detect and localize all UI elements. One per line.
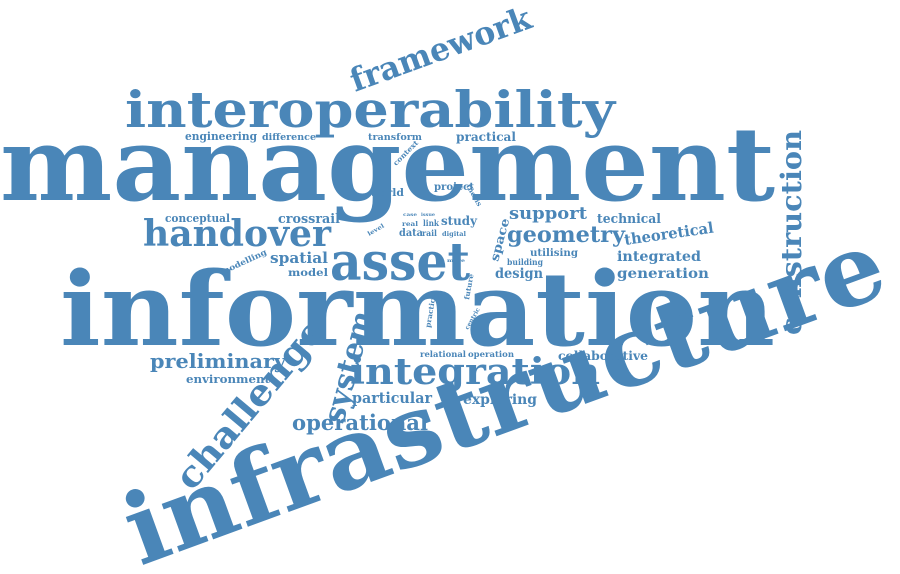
word-difference: difference: [262, 133, 316, 143]
word-relational: relational: [420, 349, 466, 359]
word-digital: digital: [442, 231, 467, 238]
word-utilising: utilising: [530, 248, 578, 259]
word-operational: operational: [292, 410, 428, 435]
word-integration: integration: [350, 351, 600, 393]
word-more: more: [447, 258, 465, 264]
word-design: design: [495, 266, 543, 282]
word-particular: particular: [352, 389, 433, 407]
word-construction: construction: [775, 130, 808, 335]
word-data: data: [399, 228, 424, 239]
word-engineering: engineering: [185, 130, 257, 143]
word-world: world: [369, 188, 404, 199]
word-asset: asset: [330, 232, 470, 293]
word-crossrail: crossrail: [278, 212, 340, 227]
word-geometry: geometry: [507, 222, 626, 248]
word-transform: transform: [368, 133, 423, 143]
word-spatial: spatial: [270, 249, 328, 267]
word-practical: practical: [456, 130, 516, 144]
word-technical: technical: [597, 212, 661, 227]
word-study: study: [441, 214, 478, 228]
word-conceptual: conceptual: [165, 212, 230, 225]
word-integrated: integrated: [617, 249, 701, 265]
word-link: link: [423, 218, 439, 228]
word-model: model: [288, 268, 328, 279]
word-handover: handover: [143, 213, 332, 255]
word-preliminary: preliminary: [150, 349, 287, 373]
word-rail: rail: [422, 228, 437, 238]
word-generation: generation: [617, 266, 709, 282]
word-project: project: [434, 182, 474, 193]
word-environment: environment: [186, 373, 271, 386]
word-operation: operation: [468, 349, 514, 359]
word-building: building: [507, 257, 543, 267]
word-management: management: [0, 105, 775, 225]
word-real: real: [402, 221, 419, 228]
word-information: information: [60, 250, 775, 370]
word-support: support: [509, 204, 587, 224]
word-issue: issue: [421, 212, 435, 218]
word-exploring: exploring: [463, 392, 537, 408]
word-collaborative: collaborative: [558, 349, 648, 363]
word-case: case: [403, 212, 417, 218]
word-interoperability: interoperability: [125, 80, 617, 139]
